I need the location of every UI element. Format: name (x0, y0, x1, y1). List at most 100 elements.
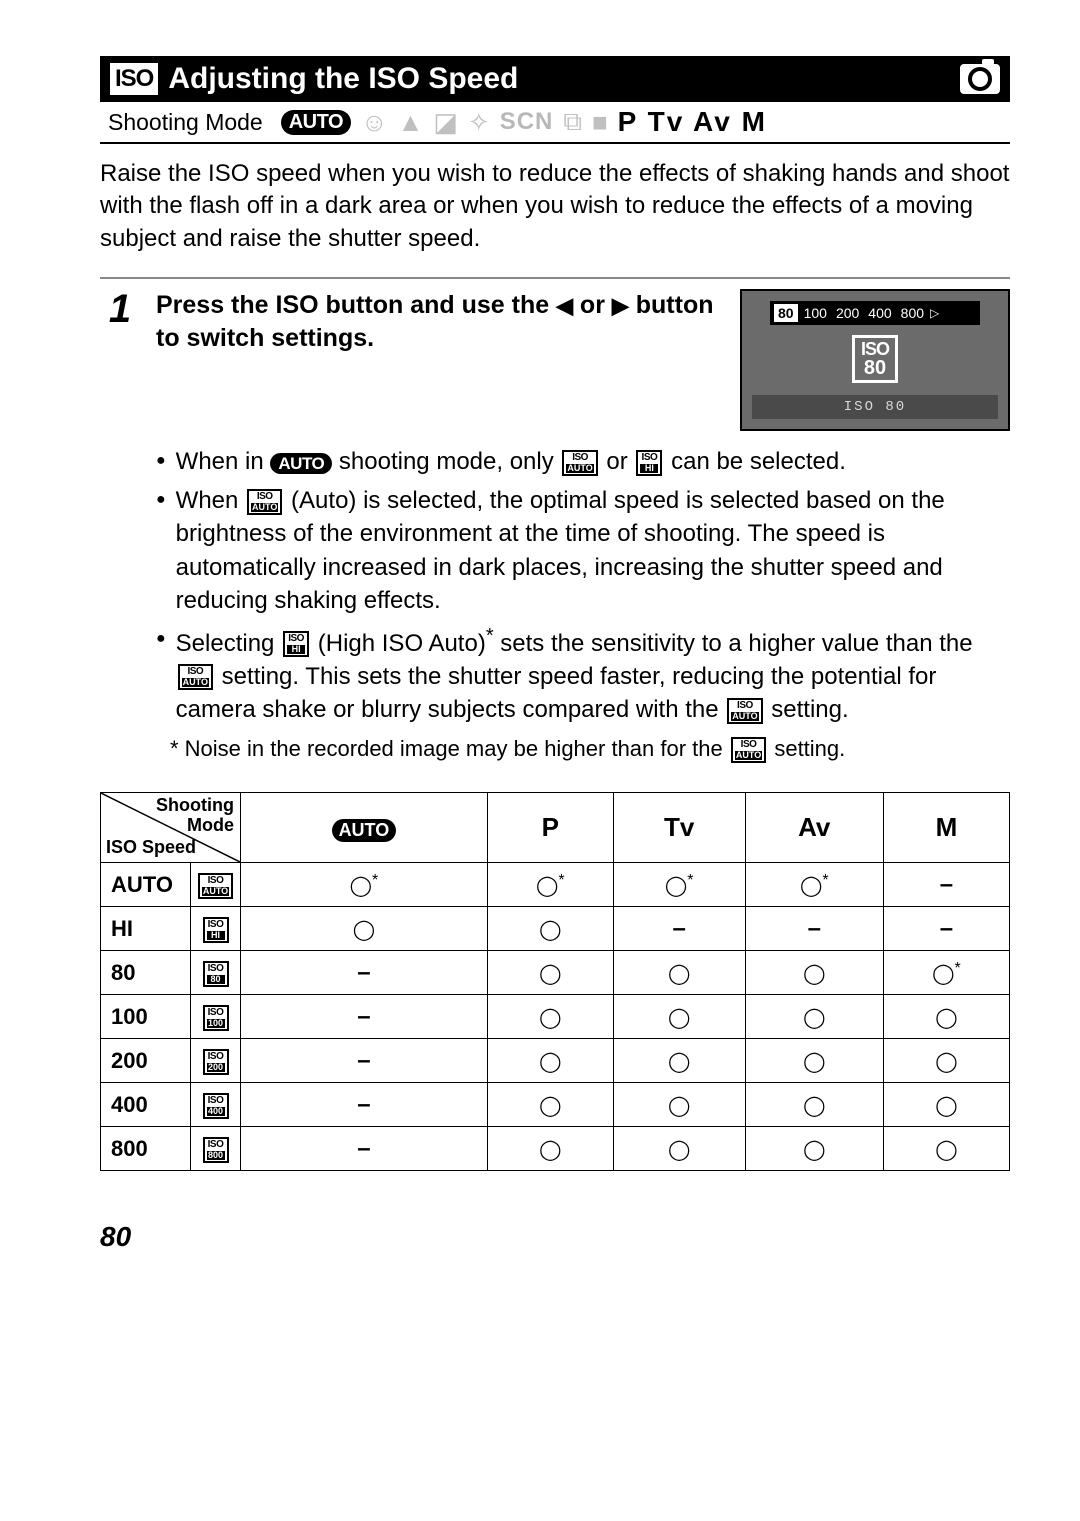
table-cell: ◯ (883, 1039, 1009, 1083)
iso-compatibility-table: ShootingMode ISO Speed AUTO P Tv Av M AU… (100, 792, 1010, 1171)
auto-pill-icon: AUTO (281, 110, 351, 135)
table-row: 200ISO200–◯◯◯◯ (101, 1039, 1010, 1083)
row-iso-icon: ISO80 (191, 951, 241, 995)
table-cell: ◯ (745, 995, 883, 1039)
table-cell: – (241, 1039, 488, 1083)
table-cell: ◯ (745, 863, 883, 907)
iso-auto-icon: ISOAUTO (178, 664, 213, 690)
lcd-opt: 400 (865, 305, 894, 321)
shooting-mode-label: Shooting Mode (108, 109, 263, 136)
row-label: AUTO (101, 863, 191, 907)
table-header-row: ShootingMode ISO Speed AUTO P Tv Av M (101, 793, 1010, 863)
table-cell: ◯ (745, 1127, 883, 1171)
lcd-iso-box: ISO 80 (852, 335, 898, 383)
table-row: AUTOISOAUTO◯◯◯◯– (101, 863, 1010, 907)
table-cell: ◯ (487, 995, 613, 1039)
table-cell: ◯ (487, 907, 613, 951)
table-cell: ◯ (613, 1039, 745, 1083)
table-cell: ◯ (487, 1083, 613, 1127)
table-cell: ◯ (613, 1083, 745, 1127)
table-cell: ◯ (487, 951, 613, 995)
table-cell: ◯ (883, 1083, 1009, 1127)
scn-icon: SCN (500, 108, 554, 136)
table-cell: – (241, 951, 488, 995)
table-cell: ◯ (883, 995, 1009, 1039)
iso-hi-icon: ISOHI (636, 450, 662, 476)
table-cell: ◯ (883, 951, 1009, 995)
lcd-selected: 80 (774, 304, 798, 322)
col-header: Tv (613, 793, 745, 863)
table-cell: – (241, 995, 488, 1039)
row-iso-icon: ISO100 (191, 995, 241, 1039)
table-cell: ◯ (613, 863, 745, 907)
table-row: 800ISO800–◯◯◯◯ (101, 1127, 1010, 1171)
step-1: 1 Press the ISO button and use the ◀ or … (100, 277, 1010, 764)
iso-auto-icon: ISOAUTO (727, 698, 762, 724)
row-iso-icon: ISO800 (191, 1127, 241, 1171)
night-icon: ◪ (433, 107, 458, 138)
right-arrow-icon: ▶ (612, 293, 629, 318)
row-label: 80 (101, 951, 191, 995)
row-label: 800 (101, 1127, 191, 1171)
iso-badge: ISO (110, 63, 158, 95)
step-number: 1 (100, 289, 140, 764)
kids-icon: ✧ (468, 107, 490, 138)
row-label: HI (101, 907, 191, 951)
landscape-icon: ▲ (398, 107, 424, 138)
table-row: 80ISO80–◯◯◯◯ (101, 951, 1010, 995)
iso-hi-icon: ISOHI (283, 631, 309, 657)
diagonal-header: ShootingMode ISO Speed (101, 793, 241, 863)
camera-icon (960, 64, 1000, 94)
table-cell: ◯ (745, 1039, 883, 1083)
lcd-center: ISO 80 (752, 335, 998, 383)
auto-pill-icon: AUTO (270, 453, 332, 474)
bullet-item: ● When in AUTO shooting mode, only ISOAU… (156, 445, 1010, 478)
diag-top-label: ShootingMode (156, 796, 234, 836)
bullet-dot-icon: ● (156, 484, 166, 616)
table-row: 400ISO400–◯◯◯◯ (101, 1083, 1010, 1127)
mode-icons: AUTO ☺ ▲ ◪ ✧ SCN ⧉ ■ P Tv Av M (281, 106, 1002, 138)
table-cell: – (883, 863, 1009, 907)
footnote: * Noise in the recorded image may be hig… (156, 734, 1010, 764)
lcd-opt: 800 (898, 305, 927, 321)
iso-auto-icon: ISOAUTO (562, 450, 597, 476)
table-cell: – (883, 907, 1009, 951)
row-iso-icon: ISO400 (191, 1083, 241, 1127)
bullet-item: ● Selecting ISOHI (High ISO Auto)* sets … (156, 623, 1010, 726)
table-cell: – (241, 1083, 488, 1127)
lcd-preview: 80 100 200 400 800 ▷ ISO 80 ISO 80 (740, 289, 1010, 431)
table-cell: ◯ (487, 1039, 613, 1083)
step-bullets: ● When in AUTO shooting mode, only ISOAU… (156, 445, 1010, 764)
lcd-bottom-label: ISO 80 (752, 395, 998, 419)
table-cell: – (241, 1127, 488, 1171)
table-cell: ◯ (241, 907, 488, 951)
bullet-dot-icon: ● (156, 623, 166, 726)
iso-auto-icon: ISOAUTO (731, 737, 766, 763)
lcd-more-icon: ▷ (930, 306, 939, 320)
row-label: 400 (101, 1083, 191, 1127)
table-cell: ◯ (613, 1127, 745, 1171)
manual-page: ISO Adjusting the ISO Speed Shooting Mod… (0, 0, 1080, 1293)
lcd-opt: 200 (833, 305, 862, 321)
row-iso-icon: ISOAUTO (191, 863, 241, 907)
section-title-bar: ISO Adjusting the ISO Speed (100, 56, 1010, 102)
shooting-mode-row: Shooting Mode AUTO ☺ ▲ ◪ ✧ SCN ⧉ ■ P Tv … (100, 102, 1010, 144)
table-cell: ◯ (487, 1127, 613, 1171)
diag-bottom-label: ISO Speed (106, 837, 196, 858)
table-cell: ◯ (745, 951, 883, 995)
page-number: 80 (100, 1221, 1010, 1253)
step-title: Press the ISO button and use the ◀ or ▶ … (156, 289, 720, 354)
bullet-dot-icon: ● (156, 445, 166, 478)
row-label: 200 (101, 1039, 191, 1083)
col-header: M (883, 793, 1009, 863)
lcd-opt: 100 (801, 305, 830, 321)
table-cell: ◯ (613, 995, 745, 1039)
section-title: Adjusting the ISO Speed (168, 62, 518, 96)
table-cell: ◯ (241, 863, 488, 907)
table-cell: ◯ (745, 1083, 883, 1127)
table-row: 100ISO100–◯◯◯◯ (101, 995, 1010, 1039)
row-iso-icon: ISO200 (191, 1039, 241, 1083)
row-iso-icon: ISOHI (191, 907, 241, 951)
col-header: AUTO (241, 793, 488, 863)
col-header: P (487, 793, 613, 863)
